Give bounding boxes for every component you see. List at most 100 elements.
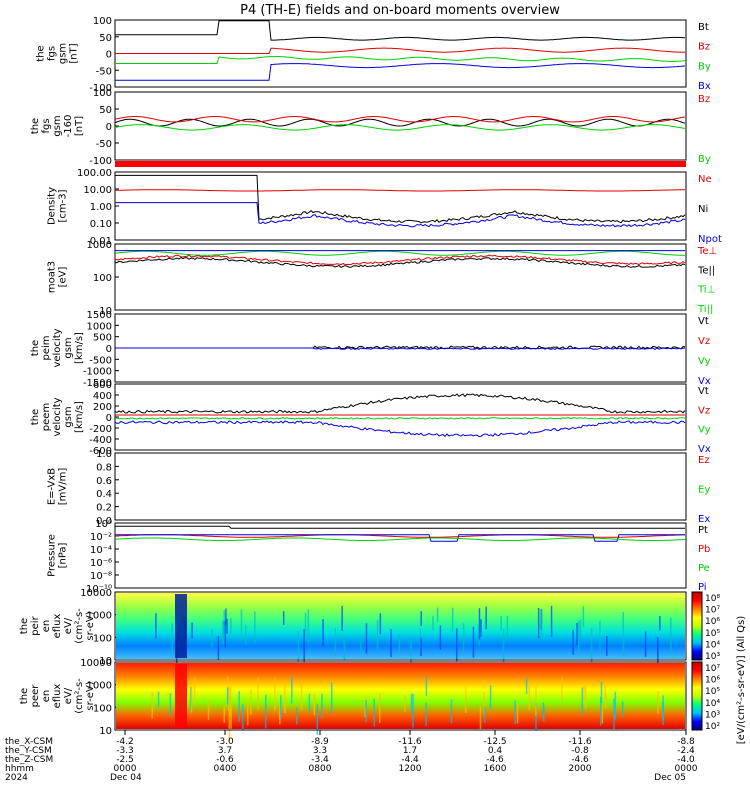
- spectrogram-streak: [621, 701, 624, 718]
- trace-green: [114, 124, 686, 131]
- spectrogram-streak: [420, 637, 422, 657]
- spectrogram-streak: [432, 615, 434, 632]
- y-tick-label: 0.8: [96, 462, 112, 473]
- panel-frame-overlay: [114, 591, 687, 661]
- xaxis-value: -3.0: [216, 737, 234, 747]
- legend-pb: Pb: [698, 544, 710, 555]
- colorbar-tick-label: 10⁵: [705, 687, 720, 697]
- y-tick-label: -50: [96, 139, 112, 150]
- spectrogram-streak: [600, 681, 603, 704]
- spectrogram-streak: [228, 686, 230, 711]
- ylabel-line: Pressure: [47, 534, 58, 577]
- y-tick-label: 10000: [80, 658, 112, 669]
- panel-5: thepeimvelocitygsm[km/s]150010005000-500…: [30, 310, 711, 389]
- ylabel-line: (cm²-s-: [74, 678, 85, 714]
- xaxis-value: -11.6: [568, 737, 592, 747]
- spectrogram-streak: [412, 694, 414, 728]
- legend-vy: Vy: [698, 356, 711, 367]
- y-tick-label: 10: [99, 306, 112, 317]
- panel-ylabel: moat3[eV]: [47, 261, 69, 293]
- ylabel-line: sr-eV): [85, 611, 96, 640]
- trace-black: [115, 20, 686, 41]
- spectrogram-streak: [535, 702, 537, 731]
- spectrogram-streak: [307, 609, 310, 642]
- spectrogram-streak: [365, 623, 368, 654]
- y-tick-label: 0.2: [96, 503, 112, 514]
- xaxis-value: -4.0: [677, 755, 695, 765]
- legend-ne: Ne: [698, 174, 712, 185]
- ylabel-line: en: [41, 690, 52, 703]
- spectrogram-streak: [576, 622, 578, 646]
- ylabel-line: the: [30, 340, 41, 356]
- colorbar-tick-label: 10⁸: [705, 594, 720, 604]
- y-tick-label: 10.00: [83, 185, 112, 196]
- y-tick-label: 400: [93, 391, 112, 402]
- y-tick-label: -1000: [83, 367, 112, 378]
- colorbar-tick-label: 10⁶: [705, 676, 720, 686]
- y-tick-label: 100: [93, 633, 112, 644]
- panel-10: thepeerenefluxeV/(cm²-s-sr-eV) 10000 1000 1…: [19, 658, 720, 743]
- spectrogram-streak: [155, 613, 157, 639]
- spectrogram-streak: [157, 691, 160, 708]
- ylabel-line: velocity: [52, 328, 63, 367]
- spectrogram-streak: [211, 629, 213, 648]
- y-tick-label: -400: [89, 435, 112, 446]
- spectrogram-streak: [280, 695, 282, 719]
- spectrogram-streak: [190, 686, 192, 712]
- spectrogram-streak: [225, 608, 227, 625]
- y-tick-label: 0.4: [96, 489, 112, 500]
- trace-green: [114, 250, 685, 256]
- spectrogram-streak: [659, 616, 661, 631]
- trace-red: [114, 116, 686, 123]
- legend-by: By: [698, 154, 711, 165]
- colorbar-tick-label: 10⁴: [705, 699, 720, 709]
- spectrogram-streak: [462, 623, 465, 652]
- spectrogram-streak: [425, 702, 427, 727]
- ylabel-line: [cm-3]: [58, 189, 69, 222]
- spectrogram-streak: [614, 691, 617, 720]
- spectrogram-streak: [398, 634, 401, 653]
- ylabel-line: peem: [41, 403, 52, 431]
- spectrogram-streak: [662, 695, 664, 725]
- spectrogram-streak: [506, 615, 509, 640]
- y-tick-label: 50: [99, 33, 112, 44]
- spectrogram-streak: [257, 677, 259, 710]
- spectrogram-streak: [606, 635, 608, 656]
- y-tick-label: 1000: [87, 321, 112, 332]
- panel-7: E=-VxB[mV/m] 1.0 0.8 0.6 0.4 0.2 0.0 Ez Ey Ex: [47, 449, 711, 527]
- panel-8: Pressure[nPa] 10⁰ 10⁻² 10⁻⁴ 10⁻⁶ 10⁻⁸ 10⁻¹⁰ Pt P…: [47, 519, 711, 595]
- spectrogram-streak: [590, 628, 593, 663]
- legend-ey: Ey: [698, 485, 710, 496]
- panel-2: thefgsgsm-160[nT] 100 50 0 -50 -100 Bz By: [30, 88, 711, 167]
- ylabel-line: the: [19, 618, 30, 634]
- y-tick-label: 10⁰: [95, 519, 112, 530]
- ylabel-line: [km/s]: [74, 401, 85, 433]
- spectrogram-streak: [378, 693, 381, 723]
- xaxis-value: 0.4: [488, 746, 503, 756]
- spectrogram-streak: [439, 625, 442, 650]
- spectrogram-streak: [489, 685, 492, 710]
- spectrogram-streak: [321, 693, 323, 719]
- panel-ylabel: thefgsgsm[nT]: [36, 43, 80, 64]
- ylabel-line: gsm: [58, 43, 69, 64]
- trace-black: [115, 174, 686, 224]
- spectrogram-streak: [291, 676, 293, 704]
- ylabel-line: eflux: [52, 684, 63, 709]
- y-tick-label: 10⁻¹⁰: [86, 584, 112, 595]
- y-tick-label: 0: [106, 50, 112, 61]
- panel-frame-overlay: [114, 661, 687, 731]
- spectrogram-streak: [316, 704, 319, 735]
- ylabel-line: -160: [63, 115, 74, 138]
- ylabel-line: [km/s]: [74, 332, 85, 364]
- y-tick-label: -200: [89, 424, 112, 435]
- spectrogram-streak: [230, 618, 232, 640]
- xaxis-value: -3.3: [116, 746, 134, 756]
- colorbar-tick-label: 10⁶: [705, 617, 720, 627]
- xaxis-value: -4.4: [401, 755, 419, 765]
- y-tick-label: 100.00: [77, 168, 112, 179]
- ylabel-line: peir: [30, 615, 41, 635]
- xaxis-value: 2000: [569, 764, 592, 774]
- xaxis-value: -8.9: [311, 737, 329, 747]
- y-tick-label: 10: [99, 726, 112, 737]
- ylabel-line: [nT]: [74, 116, 85, 136]
